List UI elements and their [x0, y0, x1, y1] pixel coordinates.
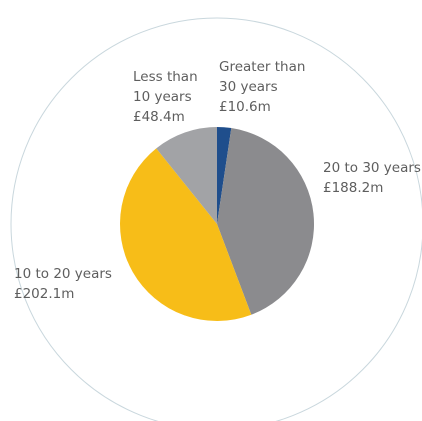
pie-slices [120, 127, 314, 321]
label-line: 10 to 20 years [14, 264, 112, 284]
label-value: £202.1m [14, 284, 112, 304]
label-less-than-10-years: Less than 10 years £48.4m [133, 67, 198, 127]
label-line: 20 to 30 years [323, 158, 421, 178]
label-value: £188.2m [323, 178, 421, 198]
label-value: £10.6m [219, 97, 305, 117]
label-line: Less than [133, 67, 198, 87]
label-line: 10 years [133, 87, 198, 107]
label-line: Greater than [219, 57, 305, 77]
label-20-to-30-years: 20 to 30 years £188.2m [323, 158, 421, 198]
label-10-to-20-years: 10 to 20 years £202.1m [14, 264, 112, 304]
label-line: 30 years [219, 77, 305, 97]
label-value: £48.4m [133, 107, 198, 127]
label-greater-than-30-years: Greater than 30 years £10.6m [219, 57, 305, 117]
